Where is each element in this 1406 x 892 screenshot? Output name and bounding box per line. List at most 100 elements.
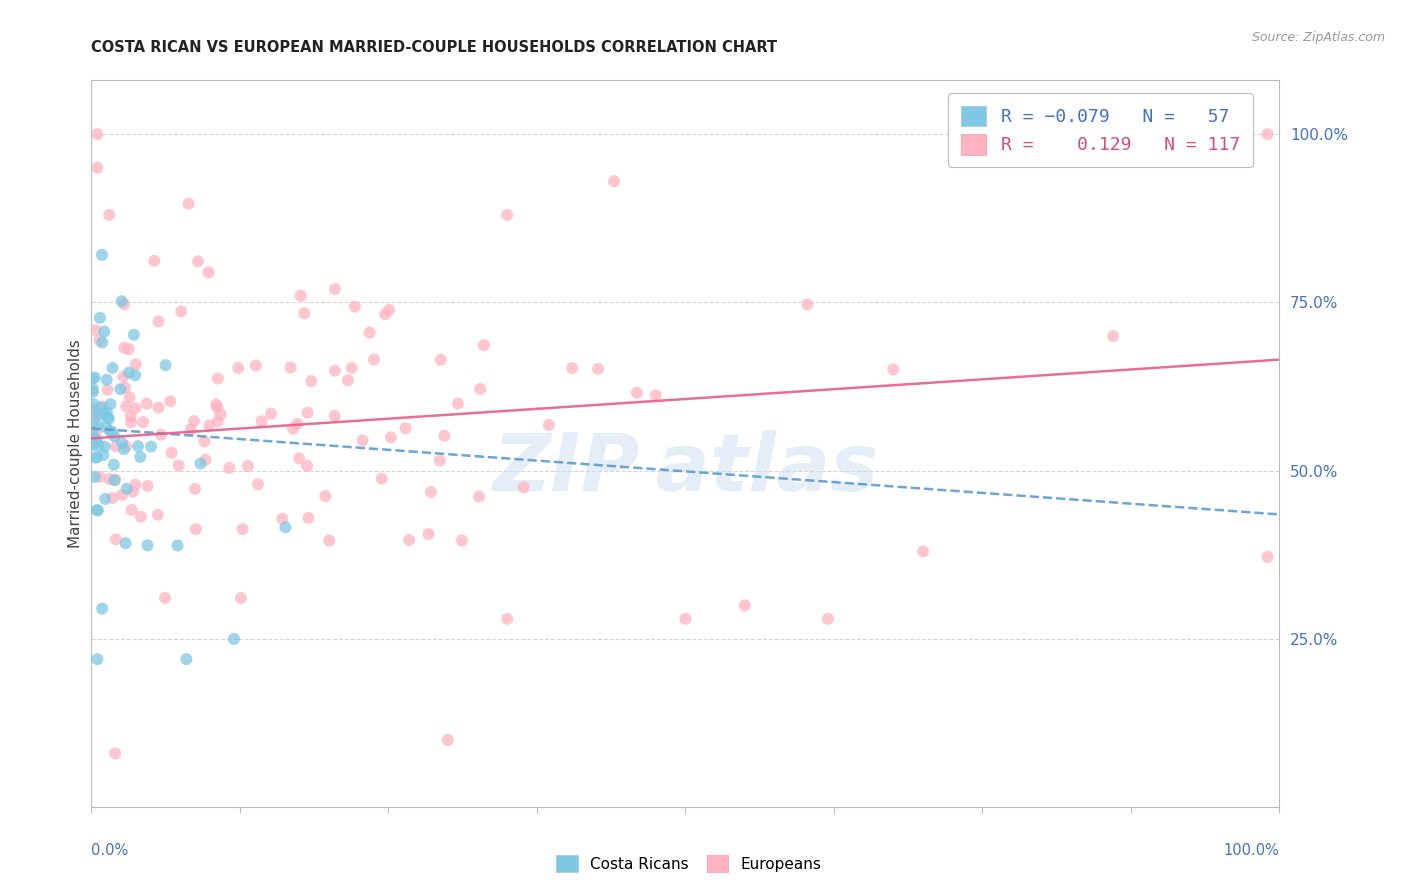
- Point: [512, 480, 534, 494]
- Point: [111, 294, 134, 309]
- Point: [86, 450, 108, 464]
- Text: Source: ZipAtlas.com: Source: ZipAtlas.com: [1251, 31, 1385, 45]
- Point: [236, 459, 259, 474]
- Point: [101, 425, 124, 439]
- Point: [129, 450, 152, 464]
- Point: [247, 477, 270, 491]
- Point: [198, 418, 221, 433]
- Point: [673, 612, 696, 626]
- Point: [281, 422, 304, 436]
- Point: [82, 425, 104, 440]
- Legend: R = −0.079   N =   57, R =    0.129   N = 117: R = −0.079 N = 57, R = 0.129 N = 117: [949, 93, 1253, 167]
- Point: [84, 323, 107, 337]
- Point: [103, 429, 125, 443]
- Point: [226, 361, 249, 376]
- Point: [114, 380, 136, 394]
- Point: [86, 161, 108, 175]
- Point: [111, 488, 134, 502]
- Point: [167, 458, 190, 473]
- Point: [97, 412, 120, 426]
- Point: [115, 482, 138, 496]
- Point: [207, 414, 229, 428]
- Point: [153, 591, 176, 605]
- Point: [285, 417, 308, 431]
- Point: [537, 417, 560, 432]
- Point: [180, 423, 202, 437]
- Point: [295, 458, 318, 473]
- Point: [288, 451, 311, 466]
- Point: [1257, 127, 1279, 141]
- Point: [94, 420, 117, 434]
- Point: [734, 599, 756, 613]
- Point: [82, 403, 104, 417]
- Point: [176, 652, 198, 666]
- Point: [127, 439, 149, 453]
- Point: [93, 440, 115, 454]
- Point: [82, 372, 104, 386]
- Point: [121, 503, 143, 517]
- Point: [96, 383, 118, 397]
- Point: [418, 527, 440, 541]
- Point: [280, 360, 302, 375]
- Point: [86, 503, 108, 517]
- Point: [104, 473, 127, 487]
- Point: [447, 396, 470, 410]
- Point: [419, 485, 441, 500]
- Point: [82, 411, 104, 425]
- Point: [96, 405, 118, 419]
- Point: [159, 394, 181, 409]
- Point: [193, 434, 215, 449]
- Point: [89, 334, 111, 348]
- Point: [150, 427, 173, 442]
- Point: [136, 479, 159, 493]
- Point: [245, 359, 267, 373]
- Point: [297, 511, 319, 525]
- Point: [160, 446, 183, 460]
- Point: [155, 358, 177, 372]
- Point: [370, 472, 392, 486]
- Point: [135, 397, 157, 411]
- Point: [96, 373, 118, 387]
- Point: [125, 358, 148, 372]
- Point: [183, 414, 205, 428]
- Point: [93, 325, 115, 339]
- Point: [166, 539, 188, 553]
- Point: [205, 398, 228, 412]
- Point: [101, 491, 124, 505]
- Text: ZIP atlas: ZIP atlas: [492, 430, 879, 508]
- Point: [352, 434, 374, 448]
- Point: [104, 747, 127, 761]
- Point: [398, 533, 420, 547]
- Point: [115, 439, 138, 453]
- Point: [82, 427, 104, 442]
- Point: [194, 453, 217, 467]
- Point: [222, 632, 245, 646]
- Point: [470, 382, 492, 396]
- Point: [122, 327, 145, 342]
- Point: [86, 423, 108, 437]
- Point: [82, 404, 104, 418]
- Point: [132, 415, 155, 429]
- Point: [86, 433, 108, 447]
- Point: [363, 352, 385, 367]
- Point: [118, 342, 141, 356]
- Point: [91, 601, 114, 615]
- Point: [374, 307, 396, 321]
- Point: [94, 491, 117, 506]
- Point: [84, 450, 107, 465]
- Point: [98, 424, 121, 438]
- Point: [89, 401, 111, 415]
- Point: [89, 470, 111, 484]
- Text: 100.0%: 100.0%: [1223, 843, 1279, 858]
- Y-axis label: Married-couple Households: Married-couple Households: [67, 339, 83, 549]
- Point: [124, 368, 146, 383]
- Point: [232, 522, 254, 536]
- Point: [299, 374, 322, 388]
- Point: [271, 511, 294, 525]
- Point: [111, 436, 134, 450]
- Text: 0.0%: 0.0%: [91, 843, 128, 858]
- Point: [436, 733, 458, 747]
- Point: [170, 304, 193, 318]
- Point: [104, 533, 127, 547]
- Point: [84, 433, 107, 447]
